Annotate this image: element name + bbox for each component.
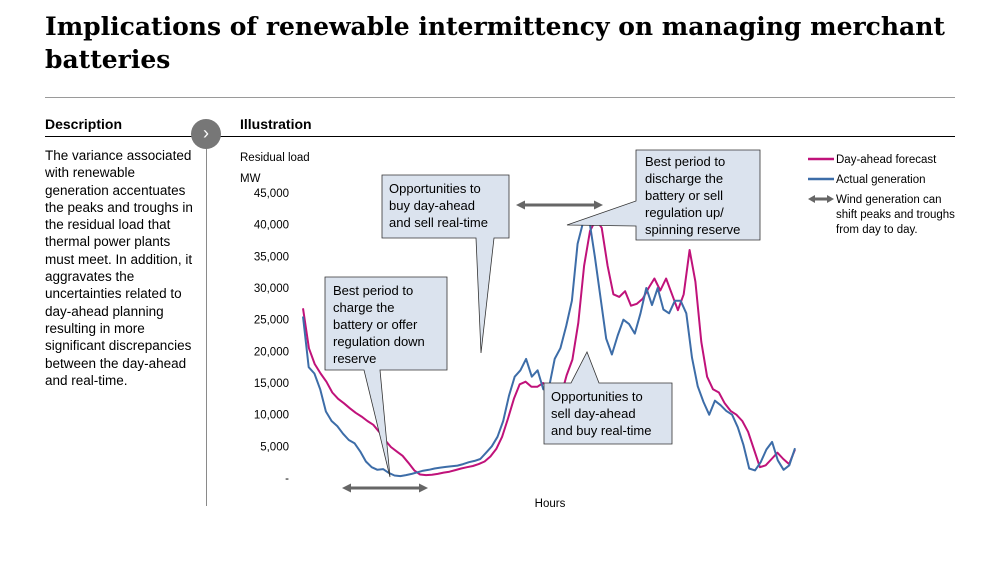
legend-label-day-ahead: Day-ahead forecast <box>836 154 937 166</box>
illustration-heading-rule <box>217 136 955 137</box>
y-tick-label: 10,000 <box>254 410 289 422</box>
charge-callout-line: battery or offer <box>333 317 418 332</box>
discharge-callout-line: Best period to <box>645 154 725 169</box>
discharge-callout-line: discharge the <box>645 171 723 186</box>
peak-shift-arrow <box>516 200 603 210</box>
discharge-callout: Best period to discharge the battery or … <box>566 149 761 241</box>
discharge-callout-line: regulation up/ <box>645 205 724 220</box>
svg-text:Best period to discharge: Best period to discharge the battery or … <box>645 154 740 237</box>
charge-callout-line: reserve <box>333 351 376 366</box>
legend-label-actual: Actual generation <box>836 174 926 186</box>
y-tick-label: 25,000 <box>254 315 289 327</box>
y-tick-label: 5,000 <box>260 441 289 453</box>
charge-callout-line: Best period to <box>333 283 413 298</box>
y-axis-unit: MW <box>240 173 261 185</box>
y-tick-label: - <box>285 473 289 485</box>
charge-callout: Best period to charge the battery or off… <box>324 276 448 478</box>
sell-day-ahead-callout: Opportunities to sell day-ahead and buy … <box>543 351 673 445</box>
buy-callout-line: Opportunities to <box>389 181 481 196</box>
charge-callout-line: regulation down <box>333 334 425 349</box>
x-axis-label: Hours <box>535 498 566 510</box>
legend-shift-note: Wind generation can shift peaks and trou… <box>836 194 958 236</box>
trough-shift-arrow <box>342 483 428 493</box>
y-tick-label: 20,000 <box>254 346 289 358</box>
buy-day-ahead-callout: Opportunities to buy day-ahead and sell … <box>381 174 510 354</box>
y-tick-label: 30,000 <box>254 283 289 295</box>
y-tick-label: 40,000 <box>254 220 289 232</box>
sell-callout-line: sell day-ahead <box>551 406 636 421</box>
legend-swatch-shift-arrow <box>808 195 834 203</box>
discharge-callout-line: battery or sell <box>645 188 723 203</box>
chart-legend: Day-ahead forecast Actual generation Win… <box>808 154 958 236</box>
description-text: The variance associated with renewable g… <box>45 148 193 388</box>
title-divider <box>45 97 955 98</box>
discharge-callout-line: spinning reserve <box>645 222 740 237</box>
svg-text:Opportunities to buy day: Opportunities to buy day-ahead and sell … <box>389 181 488 230</box>
illustration-heading: Illustration <box>240 116 312 132</box>
y-axis-label: Residual load <box>240 152 310 164</box>
description-heading-rule <box>45 136 197 137</box>
next-section-button[interactable]: › <box>191 119 221 149</box>
buy-callout-line: buy day-ahead <box>389 198 475 213</box>
svg-text:Best period to charge th: Best period to charge the battery or off… <box>333 283 428 366</box>
y-tick-label: 15,000 <box>254 378 289 390</box>
y-tick-label: 45,000 <box>254 188 289 200</box>
description-heading: Description <box>45 116 123 132</box>
sell-callout-line: and buy real-time <box>551 423 651 438</box>
buy-callout-line: and sell real-time <box>389 215 488 230</box>
chevron-right-icon: › <box>203 123 209 143</box>
sell-callout-line: Opportunities to <box>551 389 643 404</box>
y-tick-label: 35,000 <box>254 251 289 263</box>
page-title: Implications of renewable intermittency … <box>45 12 945 74</box>
charge-callout-line: charge the <box>333 300 394 315</box>
column-divider <box>206 120 207 506</box>
svg-text:Opportunities to sell d: Opportunities to sell day-ahead and buy … <box>551 389 651 438</box>
